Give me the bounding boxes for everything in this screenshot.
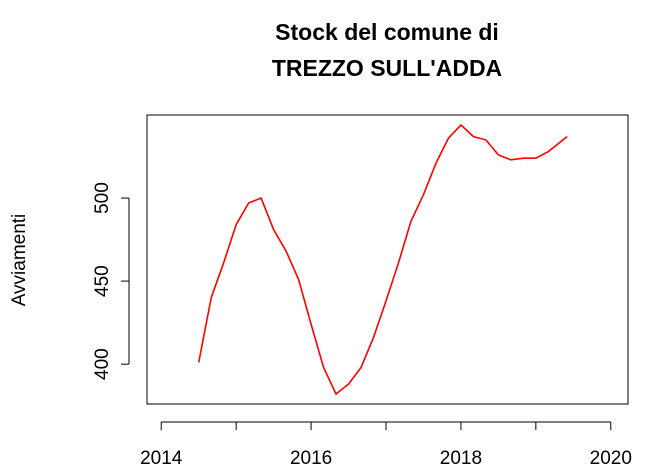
y-tick-label: 500 — [92, 182, 113, 214]
chart-title: Stock del comune di — [275, 19, 499, 45]
y-tick-label: 450 — [92, 265, 113, 297]
y-axis-label: Avviamenti — [9, 214, 30, 307]
x-tick-label: 2016 — [290, 448, 332, 469]
plot-box — [146, 114, 629, 405]
data-line — [197, 123, 568, 396]
x-tick-label: 2018 — [440, 448, 482, 469]
x-tick-label: 2014 — [140, 448, 183, 469]
x-tick-label: 2020 — [590, 448, 632, 469]
y-tick-label: 400 — [92, 348, 113, 380]
chart-title: TREZZO SULL'ADDA — [272, 55, 502, 81]
